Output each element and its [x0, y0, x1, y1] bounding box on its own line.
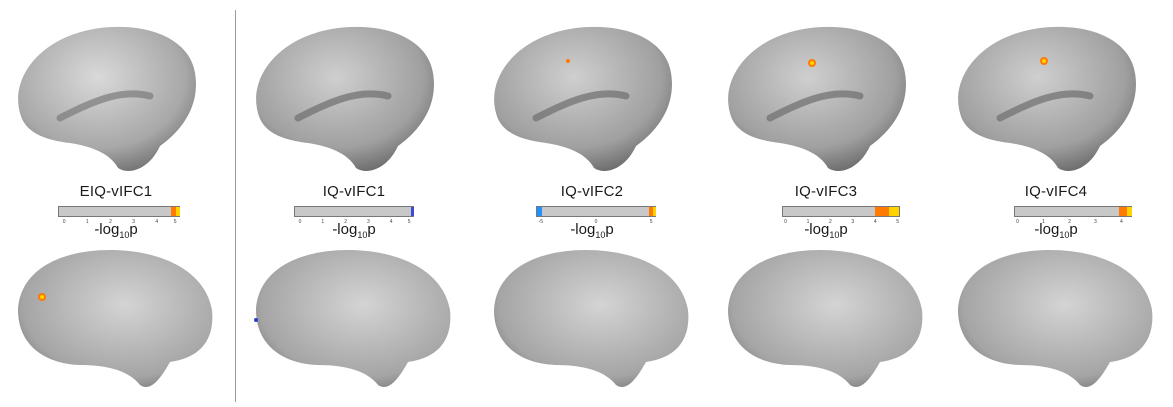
- lateral-brain-surface: [958, 26, 1136, 172]
- colorbar: [1014, 206, 1132, 217]
- medial-brain-surface: [494, 250, 689, 388]
- lateral-brain-surface: [256, 26, 434, 172]
- panel-title: IQ-vIFC3: [794, 183, 858, 200]
- colorbar-axis-label: -log10p: [1034, 221, 1078, 240]
- colorbar: [294, 206, 414, 217]
- colorbar-ticks: -5 0 5: [538, 219, 653, 225]
- medial-brain-surface: [254, 250, 451, 388]
- colorbar: [782, 206, 900, 217]
- panel-title: IQ-vIFC1: [322, 183, 386, 200]
- panel-title: IQ-vIFC2: [560, 183, 624, 200]
- panel-title: IQ-vIFC4: [1024, 183, 1088, 200]
- colorbar-axis-label: -log10p: [94, 221, 138, 240]
- panel-divider: [235, 10, 236, 402]
- lateral-brain-surface: [728, 26, 906, 172]
- medial-brain-surface: [728, 250, 923, 388]
- lateral-brain-surface: [494, 26, 672, 172]
- panel-title: EIQ-vIFC1: [79, 183, 153, 200]
- colorbar: [58, 206, 180, 217]
- colorbar: [536, 206, 656, 217]
- colorbar-axis-label: -log10p: [332, 221, 376, 240]
- panel-iq-vifc2: IQ-vIFC2 -5 0 5 -log10p: [476, 0, 708, 407]
- lateral-brain-surface: [18, 26, 196, 172]
- medial-brain-surface: [18, 250, 213, 388]
- colorbar-axis-label: -log10p: [804, 221, 848, 240]
- medial-brain-surface: [958, 250, 1153, 388]
- colorbar-axis-label: -log10p: [570, 221, 614, 240]
